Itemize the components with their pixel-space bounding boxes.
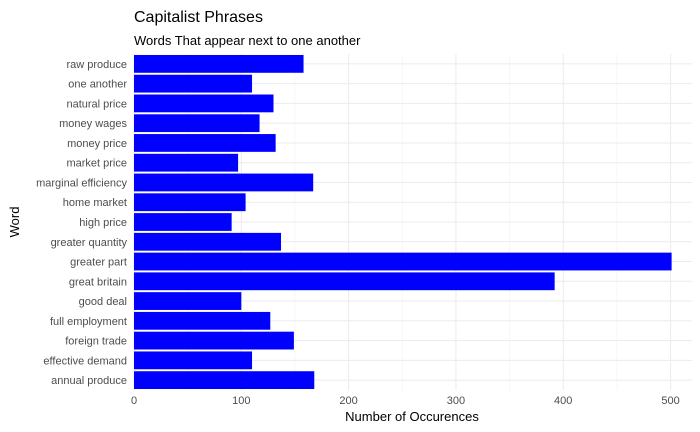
- x-tick-label: 300: [447, 395, 465, 407]
- bar-marginal-efficiency: [134, 173, 314, 192]
- bar-effective-demand: [134, 351, 253, 370]
- bar-high-price: [134, 213, 232, 231]
- bars: [134, 54, 672, 390]
- x-axis-title: Number of Occurences: [345, 409, 479, 424]
- bar-full-employment: [134, 311, 271, 330]
- y-tick-label: great britain: [69, 276, 127, 288]
- bar-great-britain: [134, 272, 555, 291]
- y-tick-label: marginal efficiency: [36, 177, 127, 189]
- y-tick-label: high price: [79, 217, 127, 229]
- bar-raw-produce: [134, 54, 304, 73]
- y-axis-title: Word: [7, 207, 22, 238]
- y-tick-label: annual produce: [51, 375, 127, 387]
- x-tick-label: 200: [339, 395, 357, 407]
- x-tick-label: 500: [661, 395, 679, 407]
- bar-market-price: [134, 153, 239, 172]
- y-tick-label: full employment: [50, 316, 127, 328]
- bar-money-wages: [134, 114, 260, 133]
- y-tick-label: one another: [68, 79, 127, 91]
- y-tick-label: home market: [63, 197, 127, 209]
- y-tick-label: foreign trade: [65, 336, 127, 348]
- bar-home-market: [134, 193, 246, 212]
- y-tick-label: money wages: [59, 118, 127, 130]
- x-tick-label: 100: [232, 395, 250, 407]
- bar-one-another: [134, 74, 253, 93]
- bar-foreign-trade: [134, 331, 294, 350]
- x-tick-labels: 0 100 200 300 400 500: [131, 395, 680, 407]
- x-tick-label: 0: [131, 395, 137, 407]
- y-tick-label: natural price: [66, 98, 127, 110]
- y-tick-label: raw produce: [66, 59, 127, 71]
- bar-greater-quantity: [134, 232, 282, 251]
- y-tick-label: greater quantity: [51, 237, 128, 249]
- bar-money-price: [134, 134, 276, 152]
- bar-greater-part: [134, 252, 672, 271]
- y-tick-label: good deal: [79, 296, 127, 308]
- chart-title: Capitalist Phrases: [134, 9, 263, 26]
- bar-good-deal: [134, 292, 242, 310]
- x-tick-label: 400: [554, 395, 572, 407]
- y-tick-label: greater part: [70, 257, 127, 269]
- y-tick-label: market price: [66, 158, 127, 170]
- y-tick-label: effective demand: [43, 355, 127, 367]
- bar-annual-produce: [134, 371, 315, 390]
- chart-subtitle: Words That appear next to one another: [134, 33, 361, 48]
- y-tick-labels: raw produce one another natural price money…: [36, 59, 127, 387]
- y-tick-label: money price: [67, 138, 127, 150]
- bar-natural-price: [134, 94, 274, 113]
